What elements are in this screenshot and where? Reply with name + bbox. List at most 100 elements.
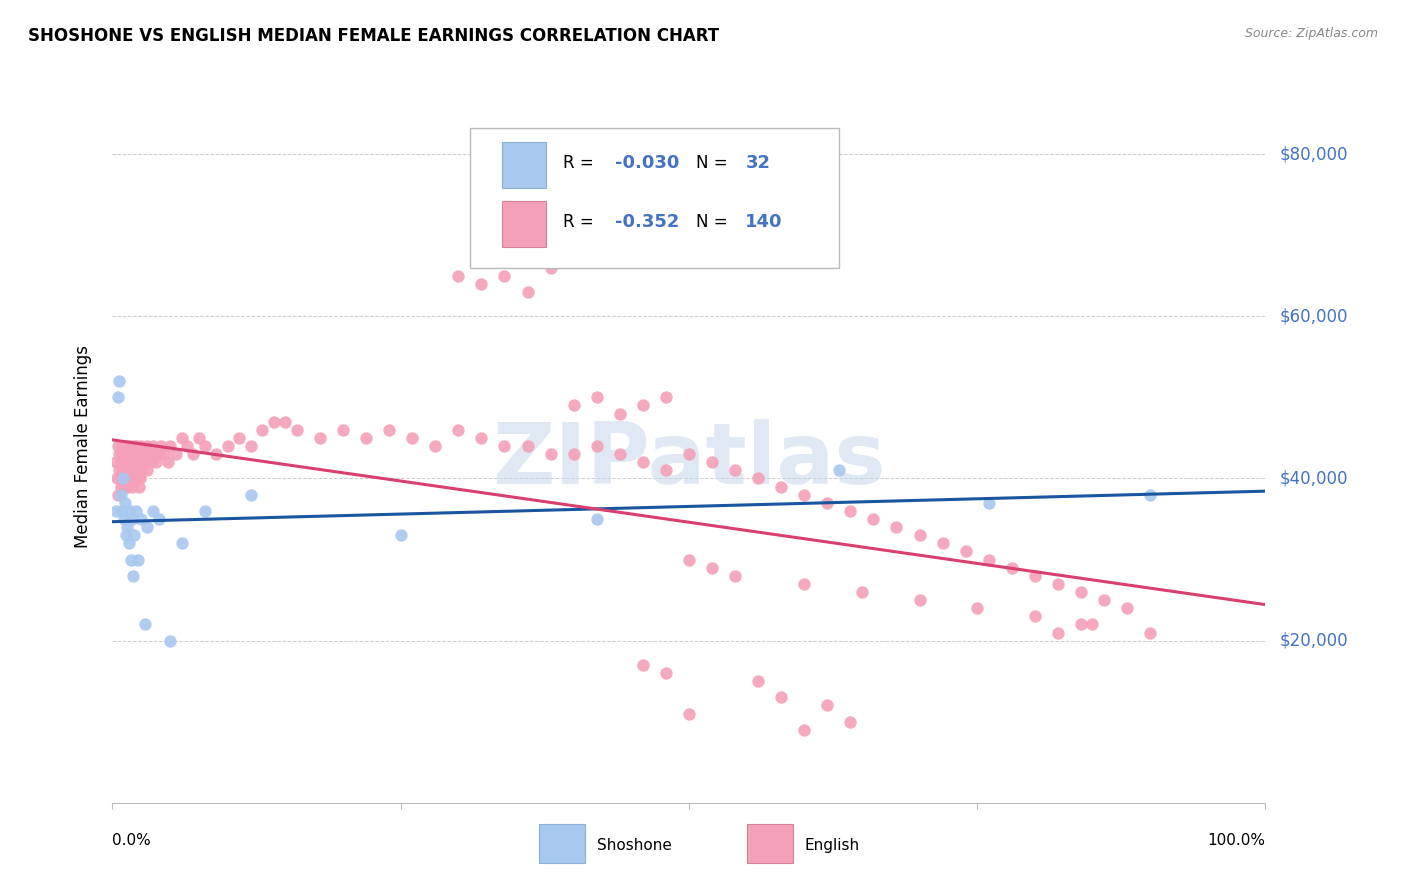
- Point: [117, 447, 139, 461]
- Point: [156, 455, 179, 469]
- Point: [112, 479, 135, 493]
- Point: [112, 512, 135, 526]
- Point: [127, 447, 149, 461]
- Point: [747, 471, 769, 485]
- Point: [1139, 488, 1161, 502]
- Point: [886, 520, 908, 534]
- Point: [111, 471, 134, 485]
- Point: [562, 447, 585, 461]
- Point: [122, 471, 145, 485]
- Point: [108, 374, 131, 388]
- Point: [117, 455, 139, 469]
- Point: [470, 431, 492, 445]
- Point: [678, 552, 700, 566]
- Point: [770, 479, 793, 493]
- Point: [494, 268, 516, 283]
- Point: [136, 463, 159, 477]
- Point: [793, 577, 815, 591]
- Point: [1024, 568, 1046, 582]
- Point: [143, 447, 166, 461]
- Point: [194, 504, 217, 518]
- Point: [700, 560, 723, 574]
- Point: [1046, 625, 1069, 640]
- Point: [770, 690, 793, 705]
- Point: [585, 512, 607, 526]
- Point: [747, 674, 769, 689]
- Point: [425, 439, 447, 453]
- Point: [131, 447, 153, 461]
- Text: 0.0%: 0.0%: [112, 833, 152, 848]
- Point: [129, 512, 153, 526]
- Point: [217, 439, 239, 453]
- Point: [851, 585, 873, 599]
- Point: [176, 439, 198, 453]
- Point: [516, 285, 538, 299]
- Point: [585, 390, 607, 404]
- Point: [862, 512, 884, 526]
- Point: [145, 455, 167, 469]
- Point: [120, 471, 142, 485]
- Point: [828, 463, 851, 477]
- Point: [724, 568, 747, 582]
- Point: [401, 431, 423, 445]
- Text: $80,000: $80,000: [1279, 145, 1348, 163]
- Point: [1116, 601, 1139, 615]
- Point: [105, 471, 128, 485]
- Text: Source: ZipAtlas.com: Source: ZipAtlas.com: [1244, 27, 1378, 40]
- Text: N =: N =: [696, 154, 733, 172]
- Point: [148, 512, 170, 526]
- Point: [117, 471, 139, 485]
- Point: [239, 439, 262, 453]
- Point: [128, 455, 150, 469]
- Point: [170, 536, 193, 550]
- Point: [115, 463, 138, 477]
- Point: [115, 528, 138, 542]
- Point: [562, 399, 585, 413]
- Point: [1046, 577, 1069, 591]
- Point: [132, 455, 155, 469]
- Point: [134, 447, 156, 461]
- Text: 140: 140: [745, 213, 783, 231]
- Point: [252, 423, 274, 437]
- Point: [793, 723, 815, 737]
- Point: [931, 536, 953, 550]
- Point: [139, 455, 162, 469]
- Text: ZIPatlas: ZIPatlas: [492, 418, 886, 502]
- Point: [120, 447, 142, 461]
- Point: [194, 439, 217, 453]
- Point: [1070, 617, 1092, 632]
- Point: [389, 528, 412, 542]
- Point: [1092, 593, 1115, 607]
- Point: [1001, 560, 1024, 574]
- Point: [631, 657, 654, 672]
- Point: [1139, 625, 1161, 640]
- Text: $40,000: $40,000: [1279, 469, 1348, 487]
- Point: [678, 706, 700, 721]
- Point: [631, 399, 654, 413]
- Point: [908, 593, 931, 607]
- Point: [378, 423, 401, 437]
- Point: [124, 447, 146, 461]
- Text: R =: R =: [564, 213, 599, 231]
- FancyBboxPatch shape: [502, 201, 546, 247]
- Point: [165, 447, 187, 461]
- Point: [111, 447, 134, 461]
- Point: [121, 512, 143, 526]
- Point: [118, 504, 141, 518]
- FancyBboxPatch shape: [470, 128, 839, 268]
- Point: [107, 488, 129, 502]
- Point: [128, 479, 150, 493]
- FancyBboxPatch shape: [502, 142, 546, 188]
- Point: [110, 479, 132, 493]
- Point: [129, 471, 152, 485]
- Point: [111, 504, 134, 518]
- Point: [125, 463, 148, 477]
- Point: [839, 714, 862, 729]
- Text: $20,000: $20,000: [1279, 632, 1348, 649]
- Point: [124, 463, 146, 477]
- Point: [114, 471, 136, 485]
- Point: [447, 423, 470, 437]
- Point: [205, 447, 228, 461]
- Point: [966, 601, 988, 615]
- Point: [136, 520, 159, 534]
